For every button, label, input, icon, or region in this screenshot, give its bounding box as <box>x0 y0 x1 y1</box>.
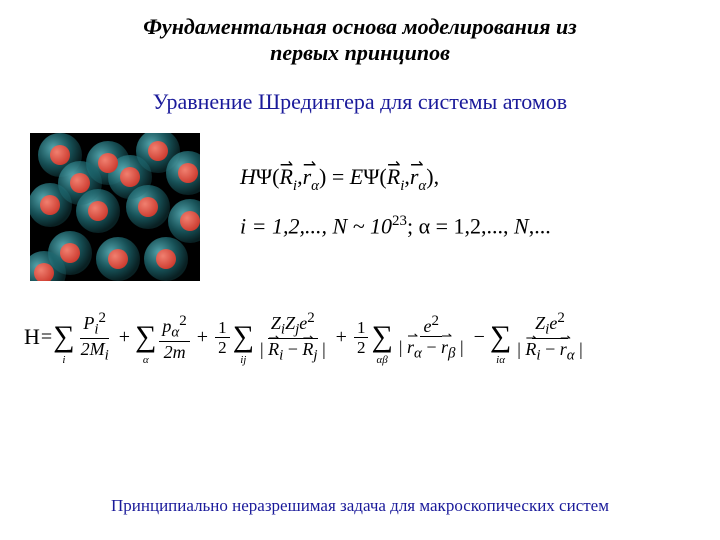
sum-2: ∑α <box>135 318 156 356</box>
hamiltonian-row: H = ∑i Pi2 2Mi + ∑α pα2 2m + 12 ∑ij ZiZj… <box>0 311 720 364</box>
term-kinetic-electrons: pα2 2m <box>159 314 189 362</box>
sum-3: ∑ij <box>233 318 254 356</box>
hamiltonian-equation: H = ∑i Pi2 2Mi + ∑α pα2 2m + 12 ∑ij ZiZj… <box>24 311 696 364</box>
slide-title: Фундаментальная основа моделирования из … <box>0 0 720 67</box>
slide-subtitle: Уравнение Шредингера для системы атомов <box>0 89 720 115</box>
title-line-2: первых принципов <box>270 40 450 65</box>
term-nuc-el: Zie2 | Ri − rα | <box>514 311 585 364</box>
index-range: i = 1,2,..., N ~ 1023; α = 1,2,..., N,..… <box>240 213 690 239</box>
term-nuc-nuc: ZiZje2 | Ri − Rj | <box>257 311 329 364</box>
title-line-1: Фундаментальная основа моделирования из <box>143 14 577 39</box>
term-kinetic-nuclei: Pi2 2Mi <box>78 311 112 364</box>
schrodinger-equation: HΨ(Ri,rα) = EΨ(Ri,rα), <box>240 164 690 194</box>
sum-4: ∑αβ <box>371 318 392 356</box>
atom-illustration <box>30 133 200 281</box>
half-2: 12 <box>354 319 369 356</box>
sum-5: ∑iα <box>490 318 511 356</box>
atoms-svg <box>30 133 200 281</box>
half-1: 12 <box>215 319 230 356</box>
equations-right: HΨ(Ri,rα) = EΨ(Ri,rα), i = 1,2,..., N ~ … <box>230 164 690 239</box>
top-row: HΨ(Ri,rα) = EΨ(Ri,rα), i = 1,2,..., N ~ … <box>0 133 720 281</box>
footer-text: Принципиально неразрешимая задача для ма… <box>0 496 720 516</box>
sum-1: ∑i <box>53 318 74 356</box>
term-el-el: e2 | rα − rβ | <box>396 314 467 362</box>
